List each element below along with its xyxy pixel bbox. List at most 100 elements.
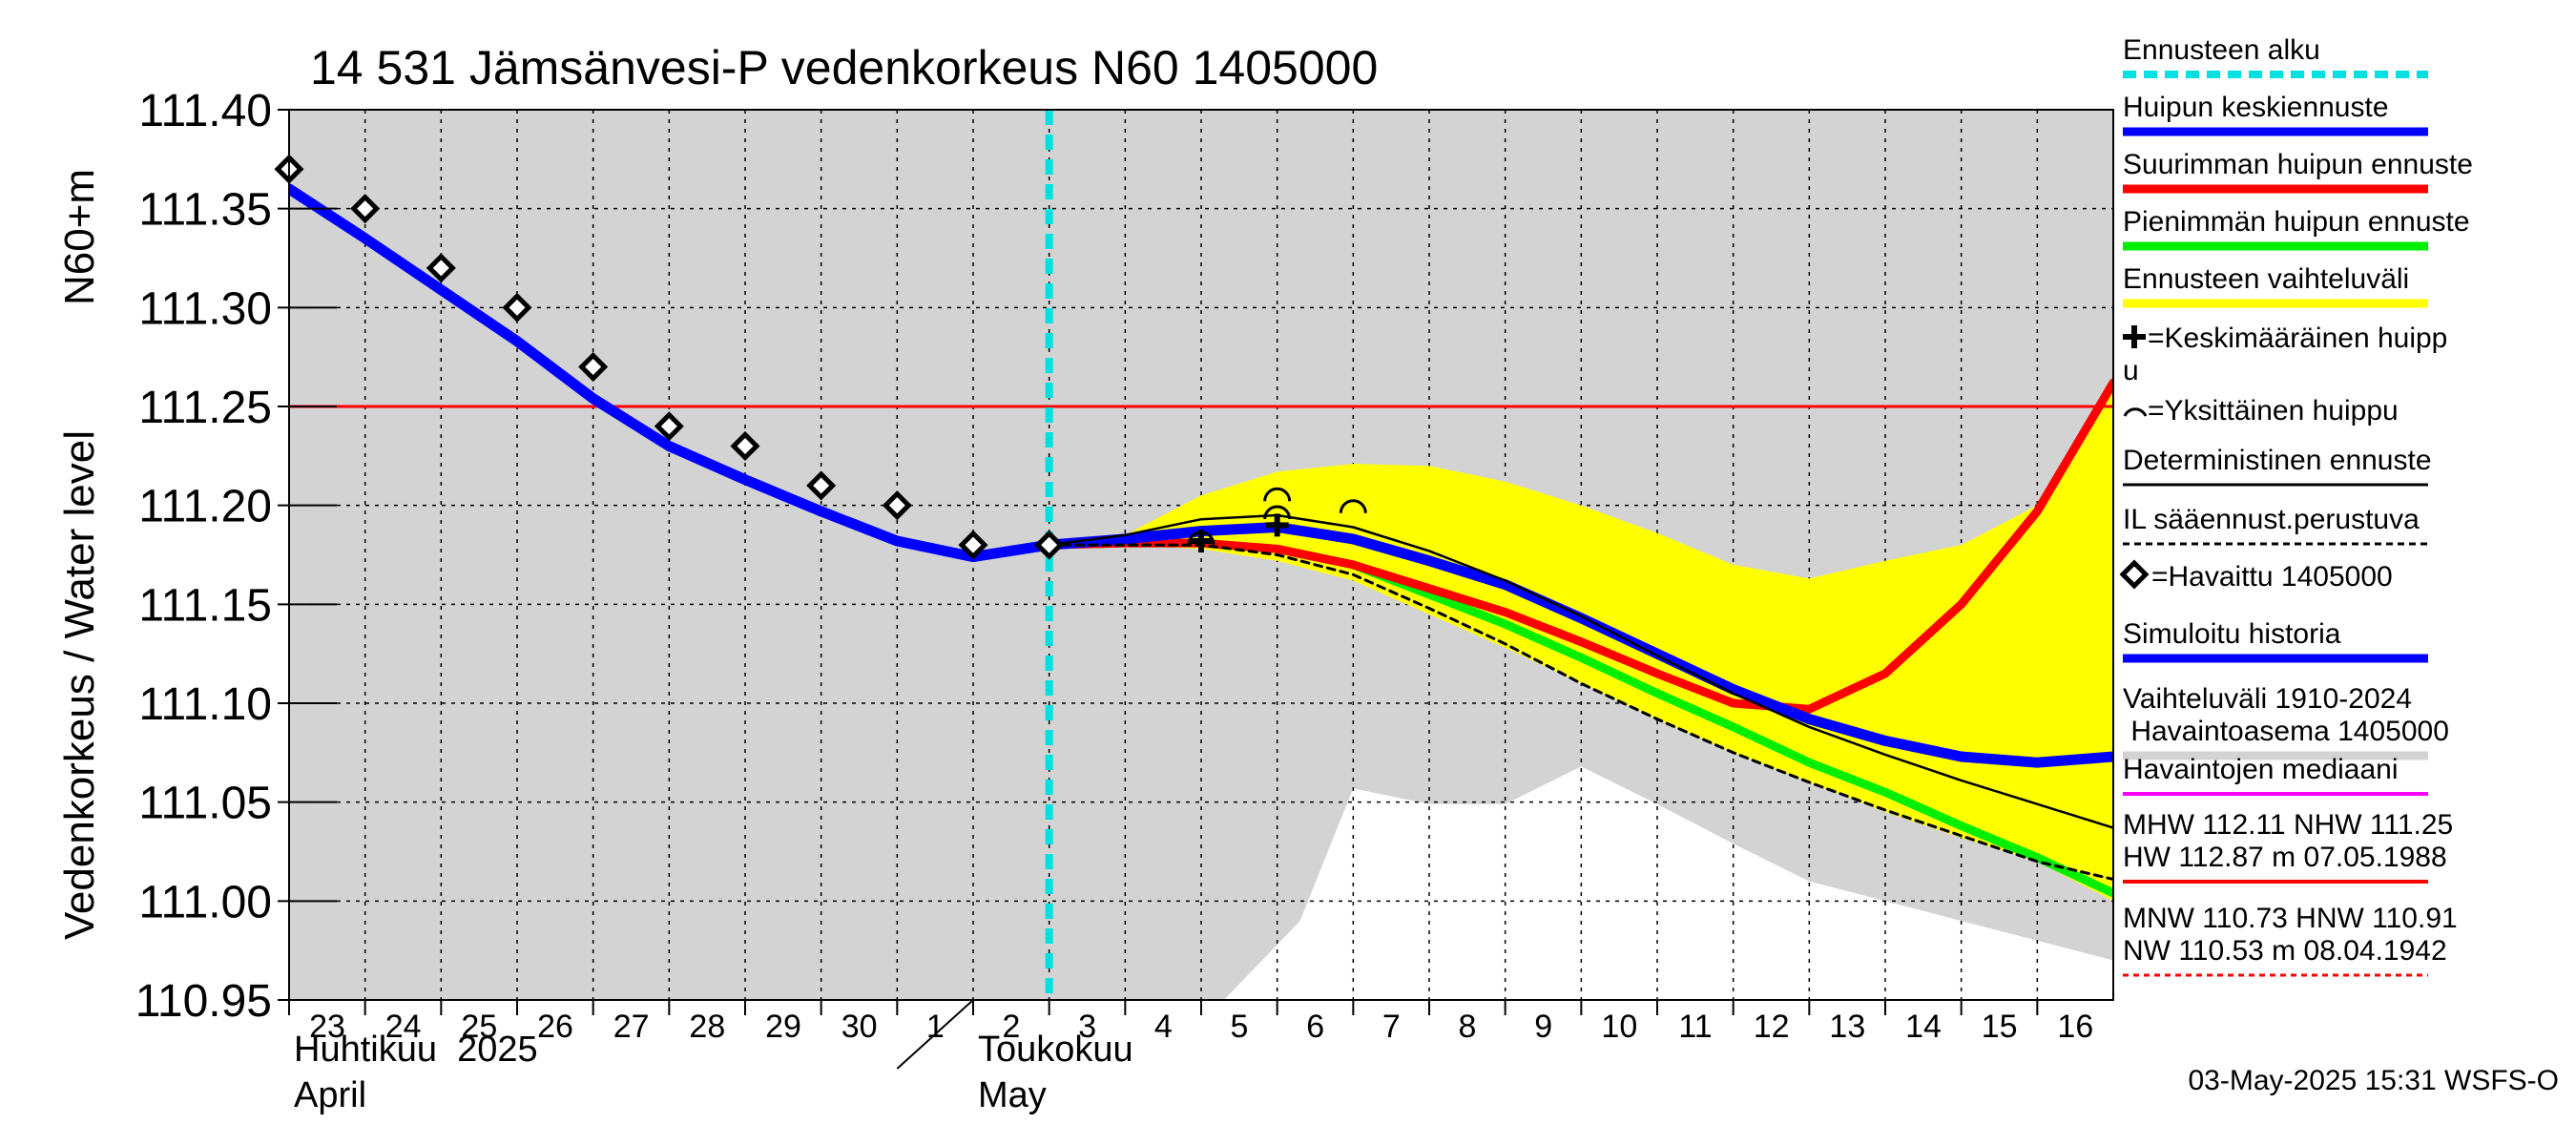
observed-point: [502, 292, 532, 323]
legend-item: Deterministinen ennuste: [2123, 445, 2432, 487]
legend-label-line2: u: [2123, 355, 2139, 386]
x-tick-label: 13: [1829, 1009, 1865, 1045]
y-axis: 111.40 111.35 111.30 111.25 111.20 111.15 111.…: [135, 86, 337, 1027]
series-line-simuloitu-historia: [289, 183, 1055, 563]
x-tick-label: 24: [385, 1009, 422, 1045]
x-tick-label: 5: [1231, 1009, 1249, 1045]
legend-item: Suurimman huipun ennuste: [2123, 149, 2473, 194]
legend-item: =Keskimääräinen huipp u: [2123, 323, 2447, 386]
series-line-suurimman-huipun-ennuste: [1045, 378, 2113, 714]
x-tick-label: 16: [2057, 1009, 2093, 1045]
y-tick-label: 111.10: [138, 679, 272, 730]
y-tick-label: 111.40: [138, 86, 272, 136]
x-tick-label: 15: [1982, 1009, 2018, 1045]
legend-item: IL sääennust.perustuva: [2123, 504, 2428, 546]
single-peak-marker: [1263, 487, 1292, 502]
legend-label: =Havaittu 1405000: [2151, 561, 2393, 593]
legend-item: Huipun keskiennuste: [2123, 92, 2428, 136]
x-tick-label: 6: [1306, 1009, 1324, 1045]
month-label-en: May: [978, 1075, 1047, 1115]
observed-point: [578, 351, 609, 383]
month-label-en: April: [294, 1075, 366, 1115]
observed-point: [730, 430, 760, 462]
observed-point: [426, 253, 456, 283]
x-tick-label: 10: [1601, 1009, 1637, 1045]
plot-clip-group: [289, 110, 2113, 1000]
month-label-fi: Huhtikuu 2025: [294, 1030, 538, 1070]
legend-label: Simuloitu historia: [2123, 618, 2341, 650]
y-axis-label-text: Vedenkorkeus / Water level: [56, 430, 103, 940]
y-tick-label: 111.05: [138, 779, 272, 829]
x-tick-label: 11: [1678, 1009, 1712, 1045]
legend-label: =Yksittäinen huippu: [2148, 395, 2399, 427]
legend-label: =Keskimääräinen huipp: [2148, 323, 2447, 354]
x-tick-label: 26: [537, 1009, 573, 1045]
plus-icon: [2123, 325, 2146, 348]
mean-peak-marker: [1265, 513, 1289, 537]
month-separator: [896, 999, 974, 1070]
legend-item: Pienimmän huipun ennuste: [2123, 206, 2470, 251]
x-tick-label: 3: [1078, 1009, 1096, 1045]
y-tick-label: 111.15: [138, 580, 272, 631]
y-tick-label: 111.35: [138, 185, 272, 236]
legend-label-line2: HW 112.87 m 07.05.1988: [2123, 842, 2447, 873]
legend-item: Simuloitu historia: [2123, 618, 2428, 663]
x-tick-label: 28: [689, 1009, 725, 1045]
month-label-fi: Toukokuu: [978, 1030, 1133, 1070]
legend-label: Ennusteen alku: [2123, 34, 2320, 66]
y-tick-label: 111.30: [138, 283, 272, 334]
x-axis: 23 24 25 26 27 28 29 30 1 2 3 4 5 6 7 8 9 10 11 12 13 14 15 16H…: [288, 999, 2093, 1115]
observed-point: [958, 530, 988, 560]
x-tick-label: 7: [1382, 1009, 1401, 1045]
x-tick-label: 12: [1754, 1009, 1790, 1045]
observed-point: [806, 470, 837, 501]
x-tick-label: 8: [1459, 1009, 1477, 1045]
y-tick-label: 111.20: [138, 482, 272, 532]
legend-item: Ennusteen vaihteluväli: [2123, 263, 2428, 308]
legend-label-line2: Havaintoasema 1405000: [2123, 716, 2449, 747]
series-line-huipun-keskiennuste: [1044, 522, 2113, 768]
legend-item: Vaihteluväli 1910-2024 Havaintoasema 140…: [2123, 683, 2449, 760]
chart-title: 14 531 Jämsänvesi-P vedenkorkeus N60 140…: [310, 41, 1378, 94]
legend-label: Pienimmän huipun ennuste: [2123, 206, 2470, 238]
legend-label-line2: NW 110.53 m 08.04.1942: [2123, 935, 2447, 967]
x-tick-label: 30: [841, 1009, 878, 1045]
x-tick-label: 1: [926, 1009, 945, 1045]
legend-label: MHW 112.11 NHW 111.25: [2123, 809, 2453, 841]
legend-item: =Yksittäinen huippu: [2123, 395, 2399, 427]
single-peak-marker: [1263, 505, 1292, 520]
legend: Ennusteen alku Huipun keskiennuste Suurimm…: [2119, 34, 2473, 977]
legend-label: Havaintojen mediaani: [2123, 754, 2399, 785]
x-tick-label: 4: [1154, 1009, 1173, 1045]
y-tick-label: 111.00: [138, 877, 272, 927]
x-tick-label: 29: [765, 1009, 801, 1045]
x-tick-label: 14: [1905, 1009, 1942, 1045]
legend-label: Suurimman huipun ennuste: [2123, 149, 2473, 180]
diamond-icon: [2119, 559, 2150, 590]
plot-area: [274, 109, 2114, 1001]
legend-label: MNW 110.73 HNW 110.91: [2123, 903, 2458, 934]
series-line-deterministinen-ennuste: [1048, 513, 2113, 829]
legend-label: Vaihteluväli 1910-2024: [2123, 683, 2412, 715]
observed-point: [350, 194, 381, 224]
arc-icon: [2123, 407, 2148, 417]
x-tick-label: 25: [461, 1009, 497, 1045]
y-axis-label-unit: N60+m: [56, 169, 103, 305]
mean-peak-marker: [1190, 529, 1213, 552]
y-tick-label: 111.25: [138, 383, 272, 433]
y-axis-label: N60+m Vedenkorkeus / Water level: [56, 169, 103, 940]
observed-point: [882, 490, 912, 521]
series-line-il-s-ennust-perustuva: [1048, 543, 2113, 881]
observed-point: [654, 411, 684, 442]
legend-label: Ennusteen vaihteluväli: [2123, 263, 2409, 295]
y-tick-label: 110.95: [135, 976, 272, 1027]
single-peak-marker: [1339, 499, 1367, 513]
x-tick-label: 27: [613, 1009, 650, 1045]
legend-label: IL sääennust.perustuva: [2123, 504, 2420, 535]
observed-point: [1034, 530, 1065, 560]
legend-label: Deterministinen ennuste: [2123, 445, 2432, 476]
footer-timestamp: 03-May-2025 15:31 WSFS-O: [2189, 1065, 2560, 1096]
